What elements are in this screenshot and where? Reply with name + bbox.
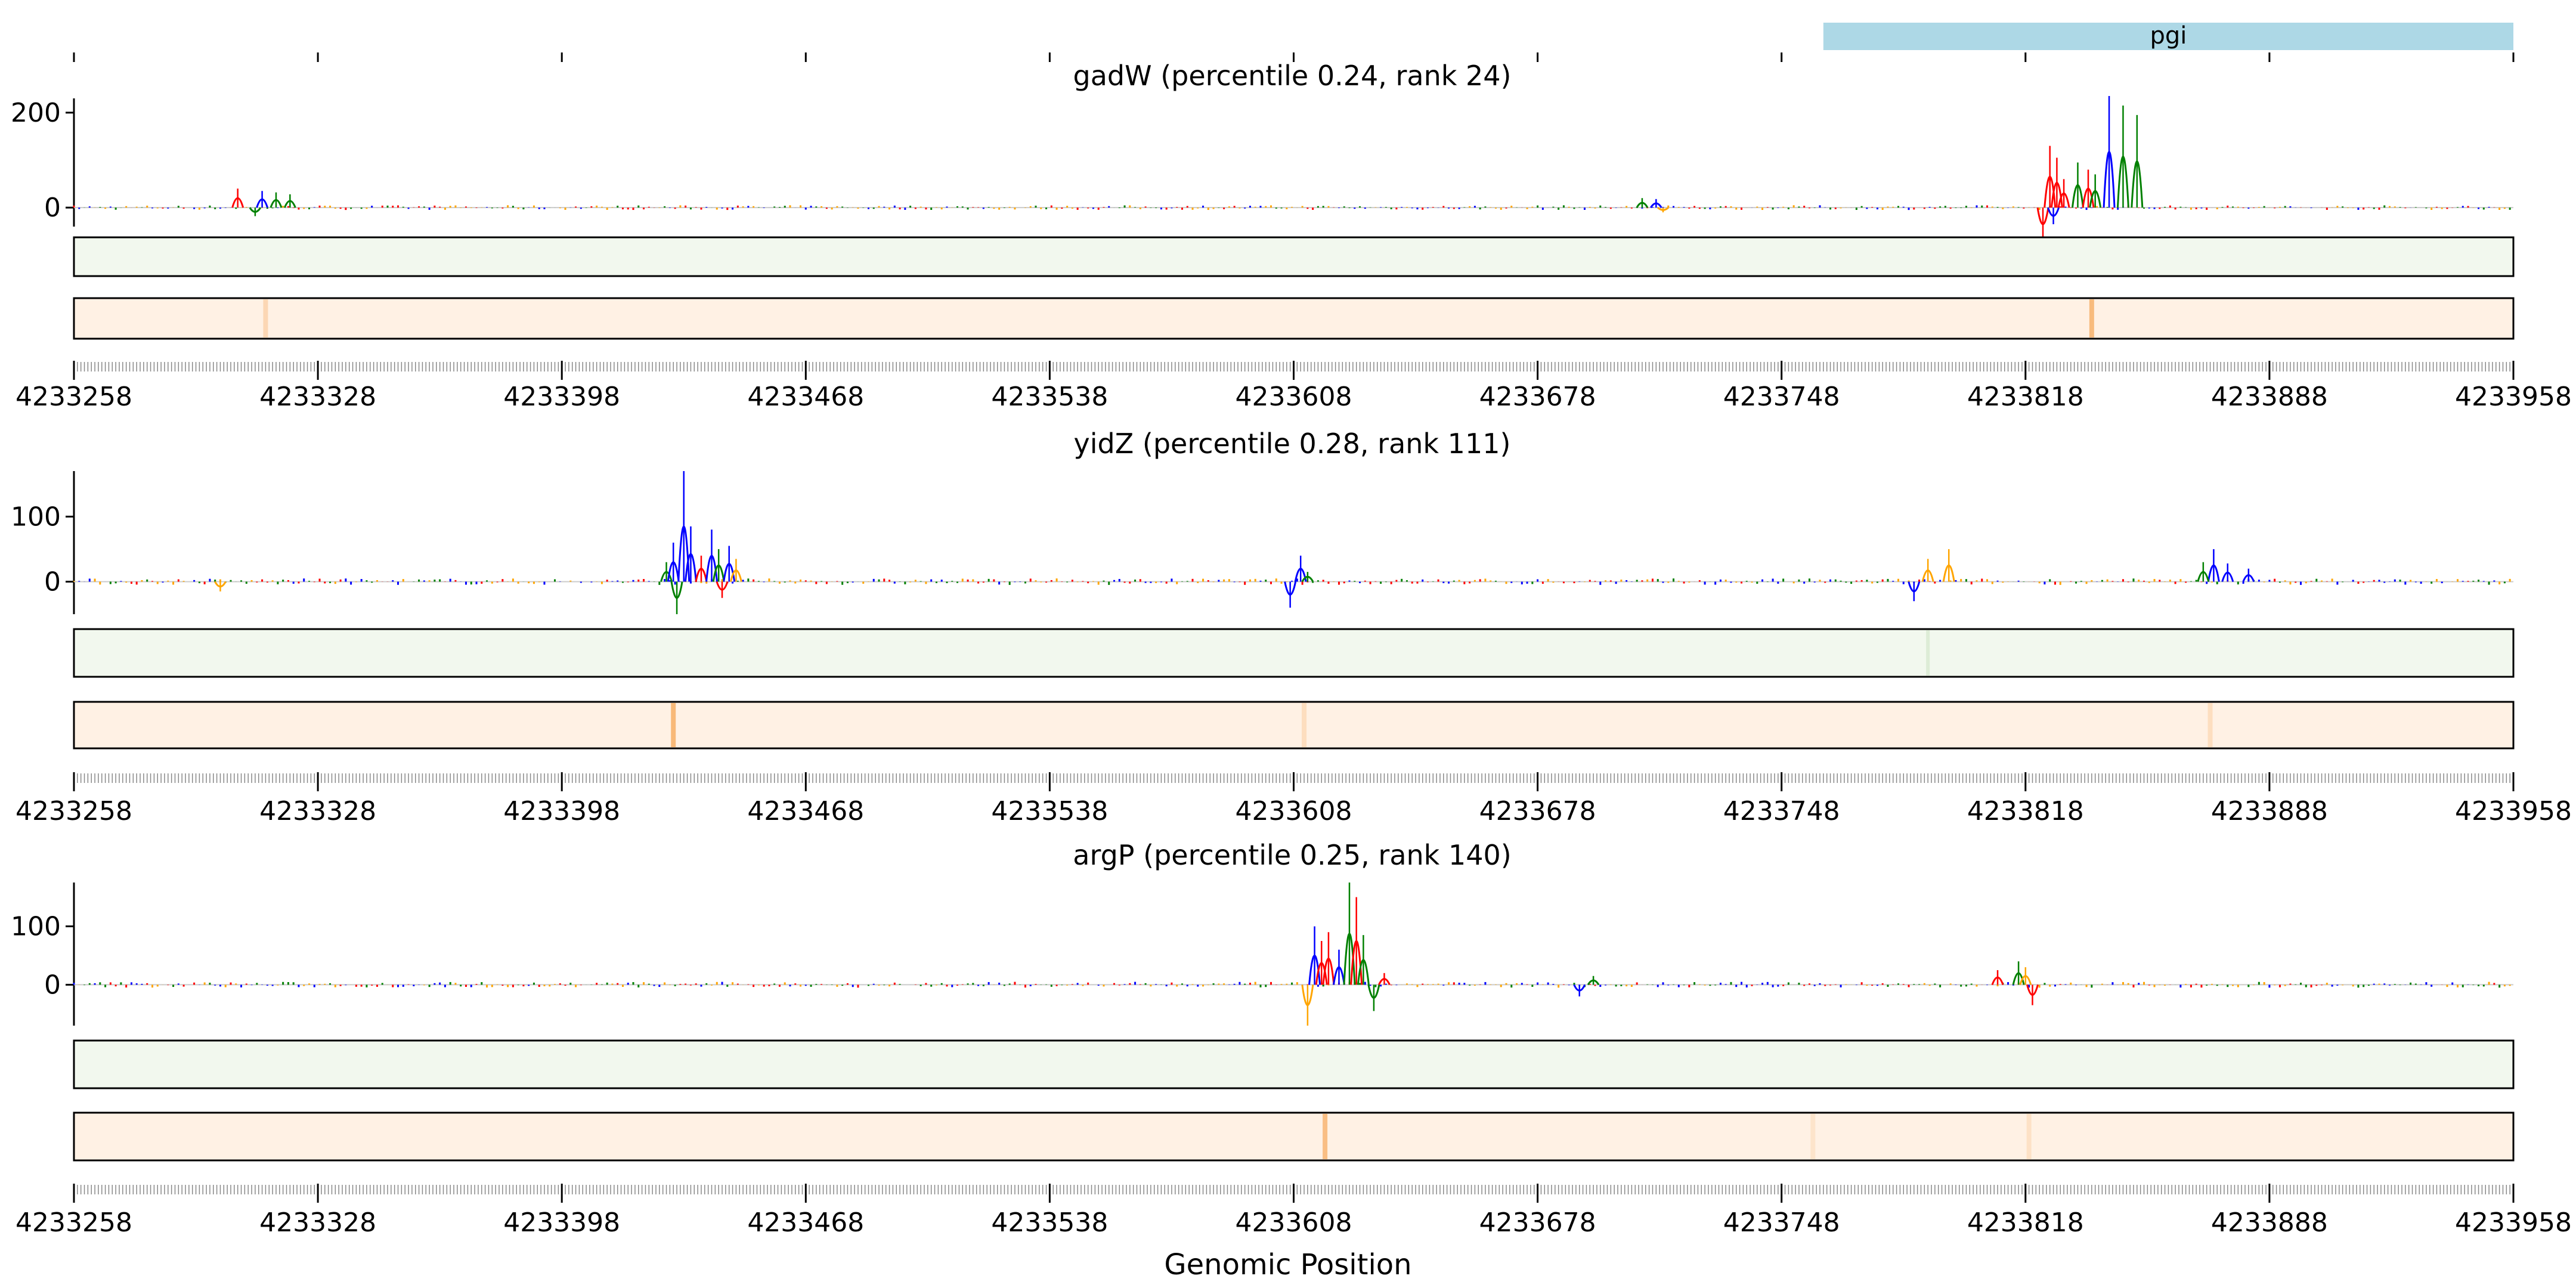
y-tick-label: 0 (44, 193, 61, 223)
green-heatmap-track (73, 628, 2515, 678)
orange-heatmap-peak (1810, 1114, 1816, 1159)
background-attribution-noise (73, 205, 2511, 210)
x-tick-label: 4233258 (16, 1208, 132, 1238)
panel-1: gadW (percentile 0.24, rank 24) 0 200 42332… (11, 60, 2572, 412)
green-heatmap-track (73, 236, 2515, 277)
x-tick-label: 4233468 (747, 1208, 864, 1238)
attribution-panels: gadW (percentile 0.24, rank 24) 0 200 42332… (11, 60, 2572, 1238)
x-tick-label: 4233468 (747, 382, 864, 412)
x-tick-label: 4233678 (1479, 796, 1596, 826)
x-tick-label: 4233748 (1723, 1208, 1840, 1238)
base-tick-bar (73, 773, 2514, 783)
y-tick-label: 0 (44, 566, 61, 597)
x-tick-label: 4233328 (259, 382, 376, 412)
x-axis-label: Genomic Position (1164, 1248, 1411, 1281)
x-tick-label: 4233748 (1723, 796, 1840, 826)
x-tick-label: 4233818 (1967, 1208, 2084, 1238)
x-tick-label: 4233888 (2211, 382, 2328, 412)
orange-heatmap-peak (1302, 703, 1307, 747)
x-tick-label: 4233608 (1236, 1208, 1352, 1238)
panel-2: yidZ (percentile 0.28, rank 111) 0 100 4233… (11, 428, 2572, 826)
x-tick-label: 4233398 (503, 796, 620, 826)
x-tick-label: 4233678 (1479, 1208, 1596, 1238)
orange-heatmap-peak (263, 299, 268, 338)
background-attribution-noise (73, 982, 2511, 988)
base-tick-bar (73, 1185, 2514, 1194)
x-tick-label: 4233538 (991, 1208, 1108, 1238)
orange-heatmap-track (73, 1111, 2515, 1162)
x-tick-label: 4233328 (259, 1208, 376, 1238)
x-tick-label: 4233888 (2211, 796, 2328, 826)
orange-heatmap-peak (1323, 1114, 1328, 1159)
panel-3: argP (percentile 0.25, rank 140) 0 100 4233… (11, 839, 2572, 1238)
x-tick-label: 4233258 (16, 796, 132, 826)
orange-heatmap-track (73, 701, 2515, 750)
x-tick-label: 4233398 (503, 382, 620, 412)
x-tick-label: 4233818 (1967, 382, 2084, 412)
orange-heatmap-peak (2026, 1114, 2032, 1159)
x-tick-label: 4233958 (2455, 796, 2572, 826)
x-tick-label: 4233608 (1236, 796, 1352, 826)
x-tick-label: 4233328 (259, 796, 376, 826)
base-tick-bar (73, 362, 2514, 371)
gene-annotation-track: pgi (73, 22, 2515, 62)
x-tick-label: 4233958 (2455, 382, 2572, 412)
y-tick-label: 100 (11, 501, 61, 532)
x-tick-label: 4233748 (1723, 382, 1840, 412)
x-tick-label: 4233818 (1967, 796, 2084, 826)
x-tick-label: 4233258 (16, 382, 132, 412)
x-tick-label: 4233608 (1236, 382, 1352, 412)
panel-title: argP (percentile 0.25, rank 140) (1073, 839, 1511, 871)
x-tick-label: 4233678 (1479, 382, 1596, 412)
orange-heatmap-peak (2207, 703, 2213, 747)
x-tick-label: 4233468 (747, 796, 864, 826)
x-tick-label: 4233958 (2455, 1208, 2572, 1238)
gene-label: pgi (2150, 22, 2187, 49)
x-tick-label: 4233538 (991, 382, 1108, 412)
y-tick-label: 0 (44, 970, 61, 1000)
green-heatmap-track (73, 1039, 2515, 1089)
y-tick-label: 200 (11, 98, 61, 128)
x-tick-label: 4233398 (503, 1208, 620, 1238)
orange-heatmap-peak (671, 703, 676, 747)
y-tick-label: 100 (11, 911, 61, 942)
orange-heatmap-track (73, 297, 2515, 340)
green-heatmap-peak (1926, 630, 1930, 676)
x-tick-label: 4233888 (2211, 1208, 2328, 1238)
x-tick-label: 4233538 (991, 796, 1108, 826)
panel-title: gadW (percentile 0.24, rank 24) (1073, 60, 1512, 92)
gene-bar (1823, 23, 2513, 50)
panel-title: yidZ (percentile 0.28, rank 111) (1074, 428, 1511, 460)
orange-heatmap-peak (2089, 299, 2094, 338)
